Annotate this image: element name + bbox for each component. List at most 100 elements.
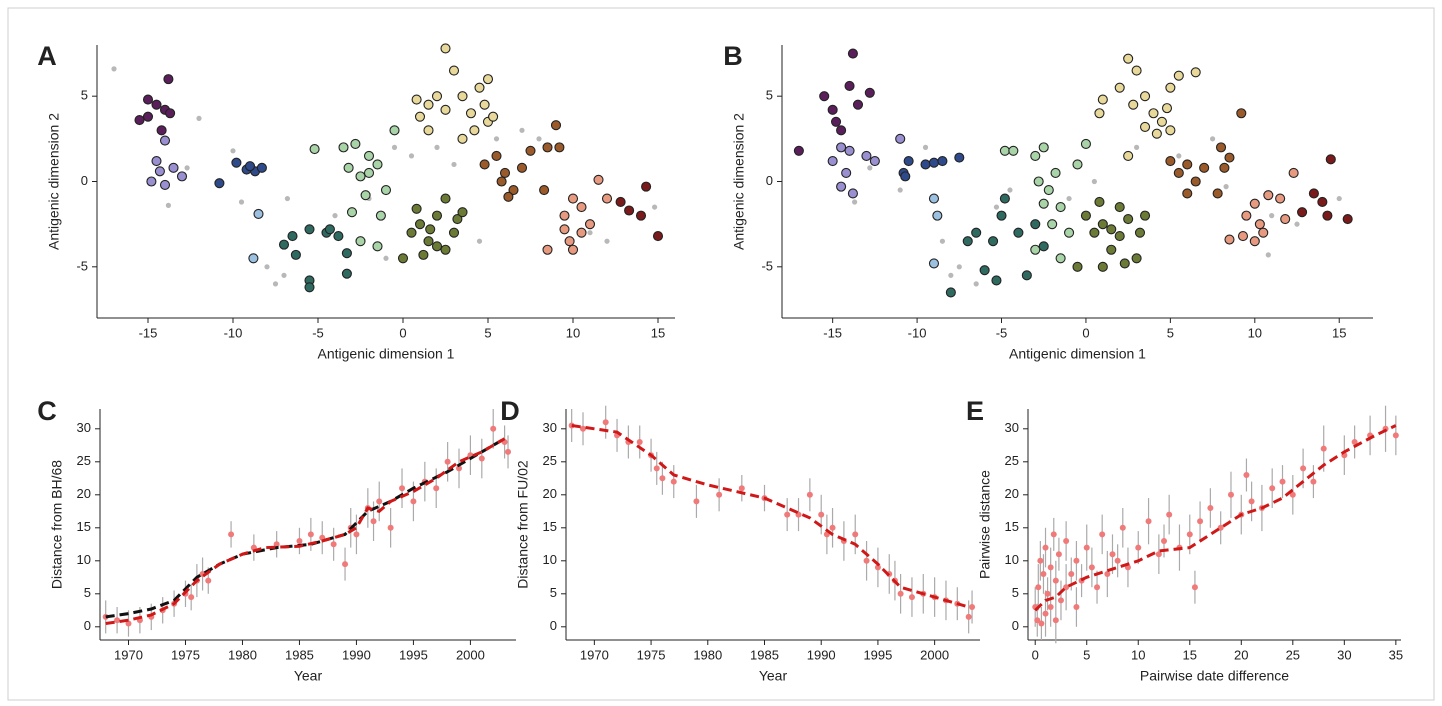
point xyxy=(993,204,1000,210)
point xyxy=(928,258,940,269)
point xyxy=(324,224,335,235)
point xyxy=(380,184,392,196)
point xyxy=(440,43,451,54)
point xyxy=(1224,152,1235,163)
panel-label: D xyxy=(500,396,520,426)
point xyxy=(431,91,443,102)
point xyxy=(1037,557,1044,564)
point xyxy=(142,111,154,122)
point xyxy=(1165,82,1176,93)
point xyxy=(1119,524,1126,531)
point xyxy=(525,145,536,156)
point xyxy=(1182,188,1193,199)
point xyxy=(979,265,990,276)
point xyxy=(343,162,354,173)
point xyxy=(1288,167,1299,179)
x-tick-label: 5 xyxy=(1083,647,1090,662)
point xyxy=(1094,196,1105,208)
point xyxy=(1042,544,1049,551)
point xyxy=(490,425,497,432)
point xyxy=(542,244,553,255)
y-axis-title: Distance from BH/68 xyxy=(49,460,65,589)
point xyxy=(1176,153,1182,159)
y-tick-label: 0 xyxy=(84,618,91,633)
point xyxy=(1073,604,1080,610)
point xyxy=(852,531,859,538)
point xyxy=(601,193,613,204)
point xyxy=(1190,67,1201,78)
point xyxy=(264,264,270,270)
point xyxy=(1114,231,1125,242)
point xyxy=(827,155,838,167)
point xyxy=(1134,227,1146,238)
point xyxy=(1097,219,1108,230)
point xyxy=(1109,551,1116,558)
point xyxy=(423,99,434,110)
x-axis-title: Antigenic dimension 1 xyxy=(318,346,455,362)
point xyxy=(431,241,443,252)
point xyxy=(304,224,315,235)
x-axis-title: Year xyxy=(759,668,788,684)
x-tick-label: 2000 xyxy=(920,647,949,662)
trend-line xyxy=(105,437,506,625)
point xyxy=(1139,121,1151,132)
point xyxy=(418,249,429,260)
point xyxy=(818,511,825,518)
point xyxy=(341,268,352,279)
point xyxy=(375,210,386,221)
point xyxy=(1097,94,1108,105)
point xyxy=(1033,176,1044,187)
point xyxy=(1279,478,1286,485)
point xyxy=(939,238,946,244)
point xyxy=(1236,108,1247,119)
point xyxy=(1336,195,1342,202)
x-tick-label: 0 xyxy=(399,325,406,340)
point xyxy=(488,111,499,122)
x-tick-label: 25 xyxy=(1286,647,1300,662)
y-tick-label: 20 xyxy=(543,486,557,501)
point xyxy=(370,518,377,525)
point xyxy=(1297,207,1308,218)
point xyxy=(1243,472,1250,478)
point xyxy=(479,99,490,110)
point xyxy=(1151,128,1162,139)
point xyxy=(1317,196,1328,208)
point xyxy=(230,148,236,154)
point xyxy=(1263,190,1274,201)
point xyxy=(1055,551,1062,558)
point xyxy=(1135,544,1142,551)
point xyxy=(1094,108,1105,119)
point xyxy=(355,236,366,247)
x-tick-label: 20 xyxy=(1234,647,1248,662)
point xyxy=(1325,154,1336,165)
point xyxy=(841,167,852,179)
point xyxy=(991,275,1002,286)
point xyxy=(1050,531,1057,538)
point xyxy=(1088,564,1095,571)
y-tick-label: 20 xyxy=(77,486,91,501)
point xyxy=(861,150,872,161)
point xyxy=(844,80,855,91)
point xyxy=(1254,219,1265,230)
point xyxy=(372,159,383,170)
point xyxy=(1289,491,1296,498)
point xyxy=(309,144,320,155)
point xyxy=(165,202,171,208)
point xyxy=(827,104,838,115)
y-tick-label: 20 xyxy=(1005,486,1019,501)
point xyxy=(1342,213,1353,225)
point xyxy=(604,238,610,244)
point xyxy=(423,125,434,136)
point xyxy=(928,193,940,204)
point xyxy=(830,116,842,127)
point xyxy=(1038,198,1049,209)
x-tick-label: -5 xyxy=(996,325,1008,340)
point xyxy=(1275,193,1286,204)
point xyxy=(806,491,813,498)
y-axis-title: Antigenic dimension 2 xyxy=(46,113,62,250)
y-tick-label: 0 xyxy=(81,173,88,188)
x-tick-label: 0 xyxy=(1032,647,1039,662)
point xyxy=(496,176,507,187)
point xyxy=(1197,518,1204,525)
point xyxy=(474,82,485,93)
